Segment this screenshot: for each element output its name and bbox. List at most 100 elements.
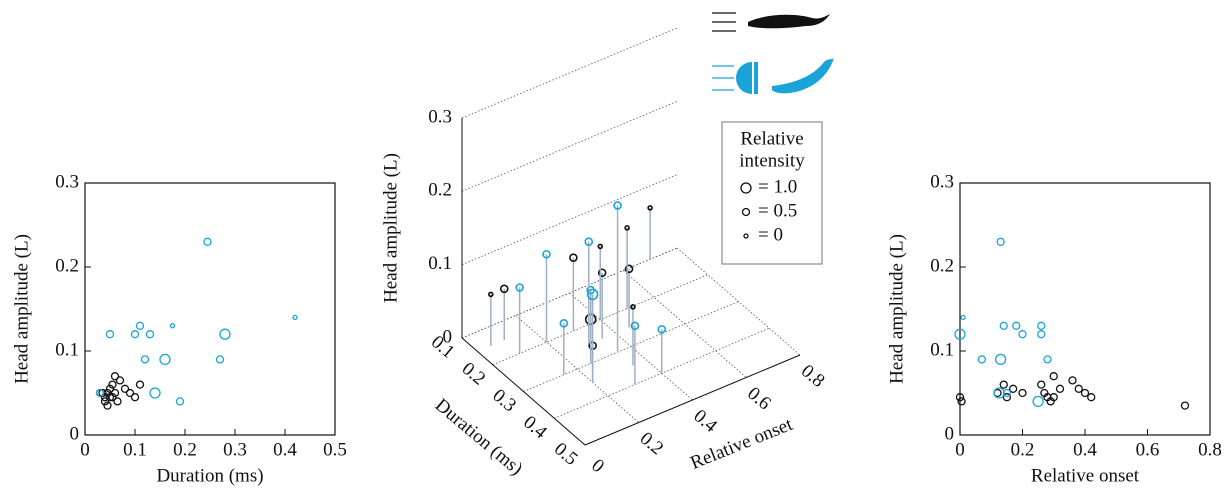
point [108,380,117,389]
point [130,393,140,402]
point [219,328,231,340]
point [993,387,1005,399]
point [113,397,122,406]
y-tick-label: 0.2 [930,255,954,276]
point [957,397,966,406]
point [1032,395,1044,408]
point [175,397,185,406]
point [145,330,155,339]
z-tick-label: 0.3 [428,106,452,127]
z-tick-label: 0.1 [428,253,452,274]
point [647,205,653,211]
point [630,304,636,310]
point [95,388,105,398]
point [292,314,298,321]
point [999,321,1008,330]
y-tick-label: 0.3 [488,385,520,416]
point [1046,397,1055,406]
point [657,324,667,334]
x-tick-label: 0.6 [1136,439,1160,460]
x-tick-label: 0.4 [273,439,297,460]
legend-label: = 1.0 [758,176,797,197]
y-tick-label: 0.3 [55,171,79,192]
point [1074,384,1083,393]
x-tick-label: 0 [955,439,965,460]
legend-symbol [741,207,751,217]
x-tick-label: 0.1 [123,439,147,460]
x-tick-label: 0.2 [1011,439,1035,460]
x-tick-label: 0.3 [223,439,247,460]
z-axis-label: Head amplitude (L) [380,153,401,303]
point [1018,330,1027,339]
point [1180,401,1190,410]
scatter-panel: 0 0.2 0.4 0.6 0.8 0 0.1 0.2 0.3 Relative onset Hea… [886,171,1222,486]
legend-symbol [743,233,749,239]
point [169,323,176,329]
point [994,353,1007,366]
point [1049,372,1058,381]
point [1080,388,1090,398]
point [105,393,115,402]
x-tick-label: 0.5 [323,439,347,460]
legend-title: intensity [739,150,805,171]
stimulus-icons [712,12,834,94]
point [100,397,110,406]
point [105,384,115,393]
grid-line [461,27,678,119]
y-tick-label: 0.2 [55,255,79,276]
y-tick-label: 0 [70,423,80,444]
point [130,330,140,339]
grid-line [461,100,678,192]
point [542,249,551,259]
y-tick-label: 0.4 [519,412,551,444]
point [559,318,569,328]
legend-title: Relative [740,128,803,149]
x-tick-label: 0.6 [743,383,775,414]
point [584,237,594,247]
point [1043,355,1052,364]
point [1008,384,1018,393]
point [1037,380,1046,389]
x-axis-label: Duration (ms) [156,465,263,486]
point [586,288,599,301]
x-tick-label: 0.8 [797,360,829,391]
point [1018,388,1027,398]
point [125,388,135,398]
scatter-panel: 0 0.1 0.2 0.3 0.4 0.5 0 0.1 0.2 0.3 Duration (ms) H… [11,171,347,486]
x-tick-label: 0.2 [173,439,197,460]
y-axis [461,337,586,446]
x-tick-label: 0.4 [689,405,721,437]
point [140,355,150,364]
point [110,388,120,398]
point [1068,376,1077,385]
point [488,291,494,298]
point [115,376,125,385]
point [105,330,115,339]
legend-label: = 0 [758,224,783,245]
z-tick-label: 0 [443,326,453,347]
grid-line [461,174,678,266]
x-tick-label: 0 [587,455,608,477]
point [624,264,634,274]
y-axis-label: Head amplitude (L) [11,234,32,384]
x-tick-label: 0 [80,439,90,460]
point [1087,393,1096,402]
y-tick-label: 0.5 [550,438,582,469]
point [215,355,225,364]
y-tick-label: 0.1 [55,339,79,360]
legend-symbol [740,182,752,194]
point [597,268,607,278]
legend-label: = 0.5 [758,200,797,221]
point [135,380,145,389]
y-tick-label: 0 [945,423,955,444]
grid-line [461,247,678,339]
point [149,387,161,399]
y-tick-label: 0.1 [930,339,954,360]
x-tick-label: 0.8 [1198,439,1222,460]
x-tick-label: 0.2 [636,428,668,459]
grid-line [676,247,801,356]
y-tick-label: 0.3 [930,171,954,192]
x-axis-label: Relative onset [1031,465,1140,486]
point [108,393,117,402]
point [996,237,1005,246]
